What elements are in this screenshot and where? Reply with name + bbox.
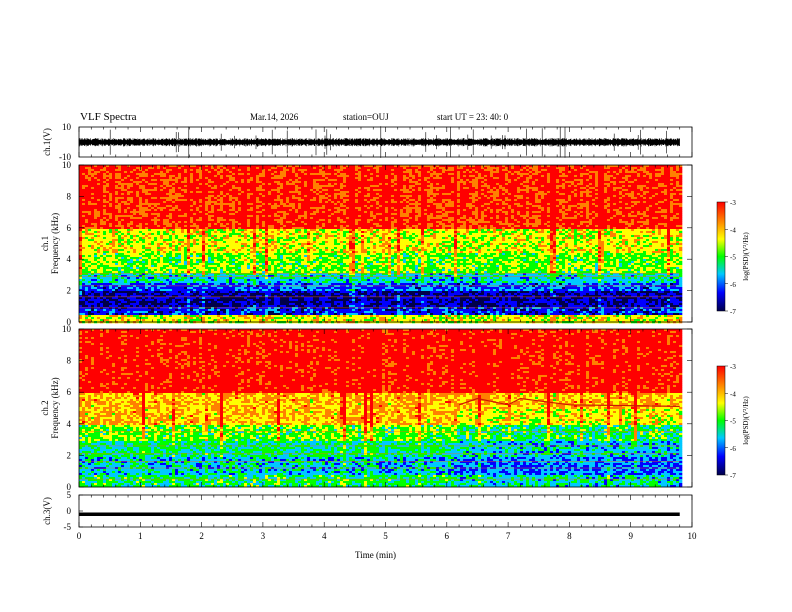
colorbar-tick-label: -5 xyxy=(730,418,736,426)
colorbar-tick-label: -7 xyxy=(730,472,736,480)
ch1-colorbar-label: log(PSD)(V²/Hz) xyxy=(742,232,750,281)
x-axis-label: Time (min) xyxy=(355,550,396,560)
ch1-waveform-trace xyxy=(79,126,680,158)
y-tick-label: 8 xyxy=(67,356,72,366)
ch2-colorbar-label: log(PSD)(V²/Hz) xyxy=(742,396,750,445)
colorbar-tick-label: -6 xyxy=(730,445,736,453)
colorbar-tick-label: -7 xyxy=(730,308,736,316)
y-tick-label: 6 xyxy=(67,223,72,233)
ch1-channel-label: ch.1 xyxy=(40,236,50,251)
y-tick-label: 4 xyxy=(67,419,72,429)
colorbar-tick-label: -4 xyxy=(730,390,736,398)
x-tick-label: 5 xyxy=(383,531,388,541)
ch1-spectrogram-image xyxy=(79,165,682,323)
ch2-colorbar xyxy=(717,366,725,475)
colorbar-tick-label: -4 xyxy=(730,226,736,234)
x-tick-label: 9 xyxy=(628,531,633,541)
y-tick-label: 4 xyxy=(67,254,72,264)
ch2-spectrogram-image xyxy=(79,329,682,487)
x-tick-label: 2 xyxy=(199,531,204,541)
y-tick-label: 10 xyxy=(62,122,72,132)
x-tick-label: 8 xyxy=(567,531,572,541)
y-tick-label: 2 xyxy=(67,286,72,296)
x-tick-label: 4 xyxy=(322,531,327,541)
x-tick-label: 10 xyxy=(688,531,698,541)
ch1-y-axis-label: ch.1(V) xyxy=(42,128,52,156)
y-tick-label: 5 xyxy=(67,490,72,500)
y-tick-label: 10 xyxy=(62,160,72,170)
y-tick-label: -5 xyxy=(64,522,72,532)
x-tick-label: 1 xyxy=(138,531,143,541)
colorbar-tick-label: -3 xyxy=(730,363,736,371)
y-tick-label: 10 xyxy=(62,324,72,334)
y-tick-label: 2 xyxy=(67,450,72,460)
x-tick-label: 7 xyxy=(506,531,511,541)
ch1-y-axis-label: Frequency (kHz) xyxy=(50,213,60,274)
ch2-y-axis-label: Frequency (kHz) xyxy=(50,377,60,438)
colorbar-tick-label: -3 xyxy=(730,199,736,207)
x-tick-label: 3 xyxy=(261,531,266,541)
ch2-channel-label: ch.2 xyxy=(40,400,50,415)
y-tick-label: 8 xyxy=(67,191,72,201)
colorbar-tick-label: -6 xyxy=(730,281,736,289)
x-tick-label: 0 xyxy=(77,531,82,541)
ch1-colorbar xyxy=(717,202,725,311)
y-tick-label: 6 xyxy=(67,387,72,397)
y-tick-label: 0 xyxy=(67,506,72,516)
ch3-y-axis-label: ch.3(V) xyxy=(42,497,52,525)
x-tick-label: 6 xyxy=(445,531,450,541)
colorbar-tick-label: -5 xyxy=(730,254,736,262)
